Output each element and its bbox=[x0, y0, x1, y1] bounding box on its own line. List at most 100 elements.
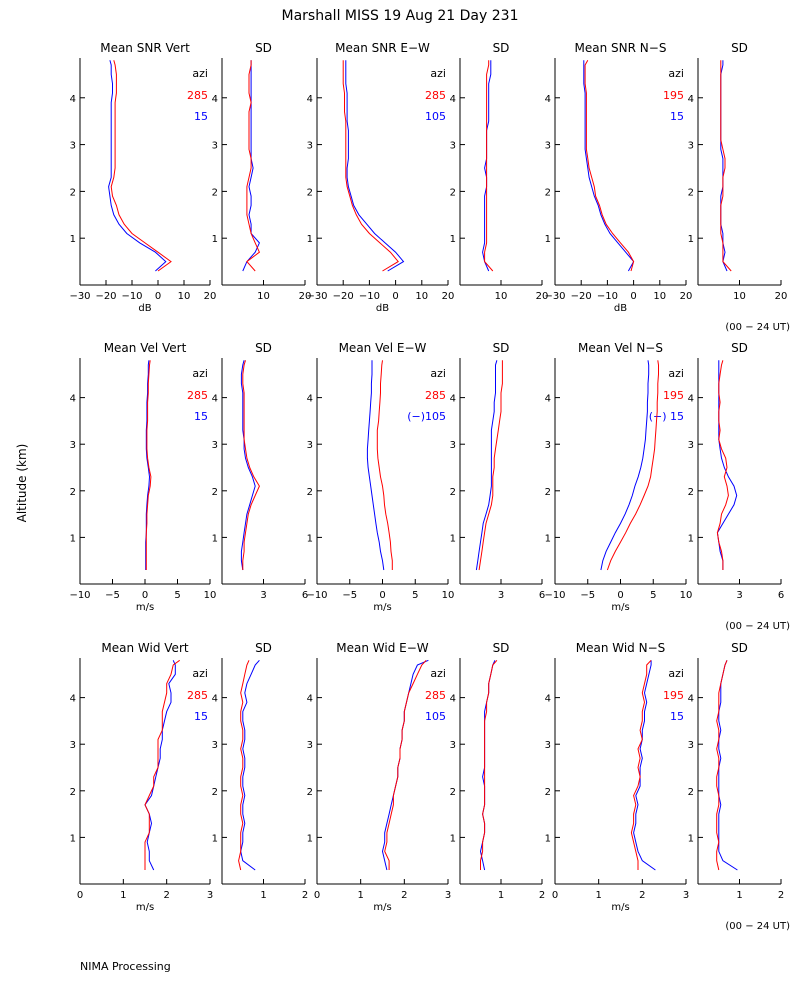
x-tick-label: −20 bbox=[333, 291, 354, 302]
x-tick-label: 10 bbox=[495, 291, 508, 302]
y-tick-label: 4 bbox=[307, 694, 313, 705]
y-tick-label: 2 bbox=[70, 787, 76, 798]
profile-line-blue bbox=[242, 60, 260, 272]
y-tick-label: 1 bbox=[70, 833, 76, 844]
y-tick-label: 4 bbox=[70, 694, 76, 705]
y-tick-label: 3 bbox=[450, 141, 456, 152]
legend-red-azimuth: 285 bbox=[425, 89, 446, 102]
x-tick-label: 1 bbox=[120, 890, 126, 901]
y-tick-label: 1 bbox=[450, 833, 456, 844]
x-tick-label: 6 bbox=[539, 590, 545, 601]
legend-header: azi bbox=[192, 67, 208, 80]
x-tick-label: 0 bbox=[392, 291, 398, 302]
x-tick-label: −10 bbox=[306, 590, 327, 601]
legend-blue-azimuth: 15 bbox=[194, 410, 208, 423]
legend-blue-azimuth: 15 bbox=[194, 110, 208, 123]
x-tick-label: 0 bbox=[617, 590, 623, 601]
legend-blue-azimuth: 105 bbox=[425, 110, 446, 123]
x-tick-label: −10 bbox=[597, 291, 618, 302]
profile-line-red bbox=[716, 660, 728, 871]
y-tick-label: 2 bbox=[545, 187, 551, 198]
y-tick-label: 4 bbox=[450, 394, 456, 405]
profile-line-red bbox=[720, 60, 732, 272]
y-tick-label: 3 bbox=[688, 440, 694, 451]
profile-line-blue bbox=[108, 60, 167, 272]
y-tick-label: 3 bbox=[450, 740, 456, 751]
legend-header: azi bbox=[192, 667, 208, 680]
profile-line-blue bbox=[482, 60, 492, 272]
profile-line-blue bbox=[633, 660, 656, 871]
y-tick-label: 2 bbox=[688, 787, 694, 798]
x-tick-label: 2 bbox=[302, 890, 308, 901]
panel-title: Mean Vel E−W bbox=[339, 341, 427, 355]
y-tick-label: 3 bbox=[545, 740, 551, 751]
x-tick-label: −30 bbox=[544, 291, 565, 302]
y-tick-label: 1 bbox=[307, 833, 313, 844]
panel-r1-c4: SD 1 2 3 4 10 20 bbox=[450, 41, 549, 302]
altitude-axis-label: Altitude (km) bbox=[15, 444, 29, 523]
ut-note-row-3: (00 − 24 UT) bbox=[725, 921, 790, 932]
y-tick-label: 3 bbox=[307, 440, 313, 451]
panel-title: SD bbox=[493, 341, 510, 355]
profile-line-red bbox=[145, 360, 152, 570]
y-tick-label: 1 bbox=[307, 533, 313, 544]
x-tick-label: 3 bbox=[207, 890, 213, 901]
panel-title: SD bbox=[255, 341, 272, 355]
profile-line-blue bbox=[240, 659, 260, 871]
panel-r2-c6: SD 1 2 3 4 3 6 bbox=[688, 341, 785, 601]
profile-line-red bbox=[584, 60, 635, 272]
legend-blue-azimuth: 105 bbox=[425, 710, 446, 723]
y-tick-label: 1 bbox=[212, 833, 218, 844]
y-tick-label: 3 bbox=[688, 740, 694, 751]
x-tick-label: 1 bbox=[260, 890, 266, 901]
panel-title: Mean Wid E−W bbox=[336, 641, 429, 655]
profile-line-red bbox=[630, 659, 652, 870]
panel-title: Mean Wid N−S bbox=[576, 641, 666, 655]
y-tick-label: 1 bbox=[70, 533, 76, 544]
panel-title: Mean Vel Vert bbox=[104, 341, 187, 355]
panel-r2-c5: Mean Vel N−S 1 2 3 4 −10 −5 0 5 10 m/s azi 195 (−) 15 bbox=[544, 341, 692, 613]
panel-title: SD bbox=[493, 641, 510, 655]
y-tick-label: 3 bbox=[545, 141, 551, 152]
x-tick-label: 2 bbox=[539, 890, 545, 901]
y-tick-label: 2 bbox=[307, 187, 313, 198]
y-tick-label: 3 bbox=[545, 440, 551, 451]
x-tick-label: 3 bbox=[736, 590, 742, 601]
y-tick-label: 3 bbox=[70, 141, 76, 152]
y-tick-label: 1 bbox=[688, 234, 694, 245]
legend-red-azimuth: 285 bbox=[187, 389, 208, 402]
y-tick-label: 4 bbox=[307, 94, 313, 105]
x-tick-label: 3 bbox=[498, 590, 504, 601]
panel-r1-c5: Mean SNR N−S 1 2 3 4 −30 −20 −10 0 10 20 dB azi 195 15 bbox=[544, 41, 692, 314]
x-tick-label: 2 bbox=[639, 890, 645, 901]
x-tick-label: −5 bbox=[580, 590, 595, 601]
legend-red-azimuth: 285 bbox=[187, 89, 208, 102]
y-tick-label: 4 bbox=[688, 694, 694, 705]
panel-title: Mean SNR N−S bbox=[575, 41, 667, 55]
y-tick-label: 4 bbox=[688, 94, 694, 105]
y-tick-label: 4 bbox=[212, 694, 218, 705]
x-axis-unit-label: dB bbox=[376, 303, 389, 314]
profile-line-blue bbox=[144, 660, 176, 871]
y-tick-label: 4 bbox=[70, 94, 76, 105]
y-tick-label: 3 bbox=[450, 440, 456, 451]
x-tick-label: 3 bbox=[683, 890, 689, 901]
panel-r3-c3: Mean Wid E−W 1 2 3 4 0 1 2 3 m/s azi 285 105 bbox=[307, 641, 452, 913]
y-tick-label: 4 bbox=[307, 394, 313, 405]
profile-line-blue bbox=[475, 360, 498, 571]
panel-title: SD bbox=[255, 641, 272, 655]
x-tick-label: 0 bbox=[142, 590, 148, 601]
x-tick-label: 20 bbox=[536, 291, 549, 302]
panel-r3-c4: SD 1 2 3 4 1 2 bbox=[450, 641, 546, 901]
panel-r3-c5: Mean Wid N−S 1 2 3 4 0 1 2 3 m/s azi 195 15 bbox=[545, 641, 690, 913]
x-tick-label: 2 bbox=[778, 890, 784, 901]
legend-red-azimuth: 285 bbox=[425, 389, 446, 402]
y-tick-label: 4 bbox=[212, 94, 218, 105]
x-tick-label: 3 bbox=[260, 590, 266, 601]
y-tick-label: 2 bbox=[450, 187, 456, 198]
profile-line-red bbox=[606, 360, 659, 571]
y-tick-label: 2 bbox=[70, 487, 76, 498]
y-tick-label: 4 bbox=[545, 394, 551, 405]
legend-header: azi bbox=[668, 367, 684, 380]
x-tick-label: 20 bbox=[204, 291, 217, 302]
